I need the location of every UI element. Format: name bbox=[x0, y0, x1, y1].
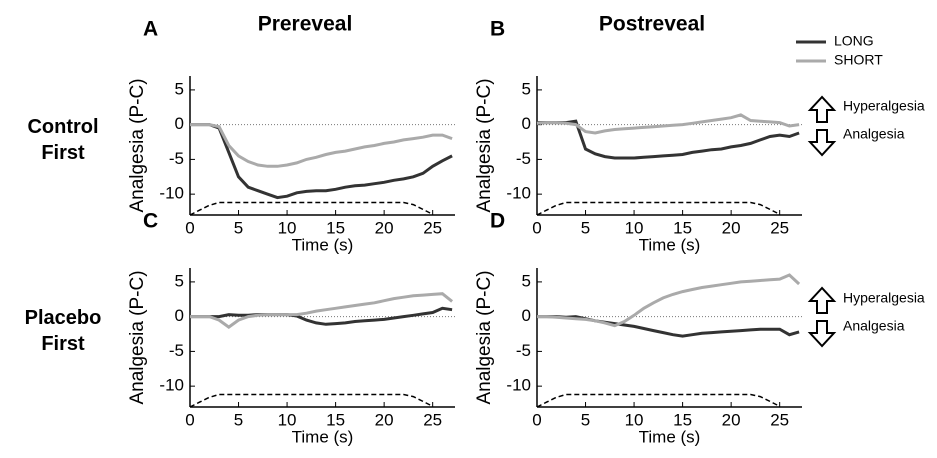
y-tick-label: 0 bbox=[175, 114, 184, 133]
legend-label: LONG bbox=[834, 33, 874, 49]
y-tick-label: -10 bbox=[506, 376, 531, 395]
x-tick-label: 5 bbox=[234, 218, 243, 237]
x-tick-label: 25 bbox=[423, 218, 442, 237]
x-tick-label: 20 bbox=[722, 218, 741, 237]
x-axis-label: Time (s) bbox=[292, 235, 354, 254]
y-tick-label: 5 bbox=[522, 271, 531, 290]
y-axis-label: Analgesia (P-C) bbox=[474, 78, 495, 212]
row-label: Placebo First bbox=[24, 307, 102, 355]
y-tick-label: -5 bbox=[169, 149, 184, 168]
data-line bbox=[537, 273, 801, 328]
y-axis-label: Analgesia (P-C) bbox=[127, 270, 148, 404]
x-tick-label: 25 bbox=[770, 218, 789, 237]
x-tick-label: 10 bbox=[625, 410, 644, 429]
x-tick-label: 5 bbox=[581, 218, 590, 237]
x-tick-label: 20 bbox=[375, 410, 394, 429]
data-line bbox=[190, 123, 453, 200]
panel-label: B bbox=[490, 18, 505, 41]
data-line bbox=[190, 123, 453, 168]
x-tick-label: 5 bbox=[234, 410, 243, 429]
legend-label: SHORT bbox=[834, 52, 883, 68]
data-line bbox=[190, 306, 453, 326]
x-tick-label: 25 bbox=[770, 410, 789, 429]
y-axis-label: Analgesia (P-C) bbox=[127, 78, 148, 212]
y-tick-label: 0 bbox=[522, 306, 531, 325]
x-tick-label: 0 bbox=[532, 410, 541, 429]
x-tick-label: 5 bbox=[581, 410, 590, 429]
y-tick-label: -5 bbox=[169, 341, 184, 360]
arrow-up bbox=[807, 286, 837, 314]
arrow-down bbox=[807, 320, 837, 348]
y-axis-label: Analgesia (P-C) bbox=[474, 270, 495, 404]
data-line bbox=[536, 393, 781, 408]
y-tick-label: 5 bbox=[175, 79, 184, 98]
annotation: Analgesia bbox=[843, 317, 905, 333]
x-tick-label: 10 bbox=[278, 218, 297, 237]
x-tick-label: 0 bbox=[532, 218, 541, 237]
x-axis-label: Time (s) bbox=[292, 427, 354, 446]
data-line bbox=[189, 201, 434, 216]
x-tick-label: 10 bbox=[278, 410, 297, 429]
panel-label: C bbox=[143, 210, 158, 233]
y-tick-label: -5 bbox=[516, 149, 531, 168]
x-tick-label: 25 bbox=[423, 410, 442, 429]
arrows bbox=[807, 95, 837, 348]
x-tick-label: 10 bbox=[625, 218, 644, 237]
x-tick-label: 15 bbox=[673, 410, 692, 429]
data-line bbox=[189, 393, 434, 408]
y-tick-label: -10 bbox=[159, 184, 184, 203]
annotation: Hyperalgesia bbox=[843, 289, 925, 305]
x-tick-label: 15 bbox=[673, 218, 692, 237]
row-label: Control First bbox=[27, 116, 99, 164]
y-tick-label: 0 bbox=[522, 114, 531, 133]
annotation: Analgesia bbox=[843, 125, 905, 141]
panel-label: A bbox=[143, 18, 158, 41]
y-tick-label: -10 bbox=[506, 184, 531, 203]
y-tick-label: 0 bbox=[175, 306, 184, 325]
x-tick-label: 20 bbox=[375, 218, 394, 237]
data-line bbox=[190, 292, 454, 329]
x-tick-label: 15 bbox=[326, 218, 345, 237]
x-tick-label: 20 bbox=[722, 410, 741, 429]
data-line bbox=[536, 113, 800, 135]
annotation: Hyperalgesia bbox=[843, 97, 925, 113]
y-tick-label: 5 bbox=[522, 79, 531, 98]
data-line bbox=[537, 119, 800, 160]
column-title: Prereveal bbox=[258, 13, 353, 36]
x-axis-label: Time (s) bbox=[639, 235, 701, 254]
y-tick-label: -5 bbox=[516, 341, 531, 360]
y-tick-label: 5 bbox=[175, 271, 184, 290]
arrow-down bbox=[807, 129, 837, 157]
panel-label: D bbox=[490, 210, 505, 233]
x-axis-label: Time (s) bbox=[639, 427, 701, 446]
x-tick-label: 0 bbox=[185, 218, 194, 237]
x-tick-label: 0 bbox=[185, 410, 194, 429]
data-line bbox=[536, 201, 781, 216]
x-tick-label: 15 bbox=[326, 410, 345, 429]
arrow-up bbox=[807, 95, 837, 123]
y-tick-label: -10 bbox=[159, 376, 184, 395]
column-title: Postreveal bbox=[599, 13, 705, 36]
